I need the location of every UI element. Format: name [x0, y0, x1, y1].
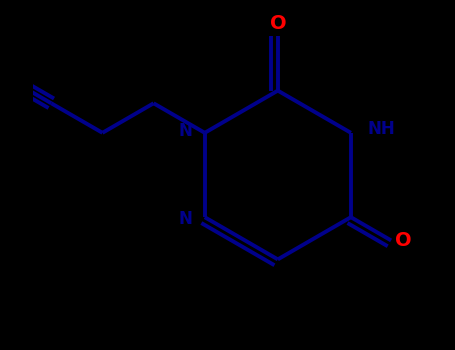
Text: N: N	[178, 122, 192, 140]
Text: O: O	[395, 231, 412, 250]
Text: NH: NH	[368, 120, 395, 138]
Text: N: N	[178, 210, 192, 228]
Text: O: O	[269, 14, 286, 33]
